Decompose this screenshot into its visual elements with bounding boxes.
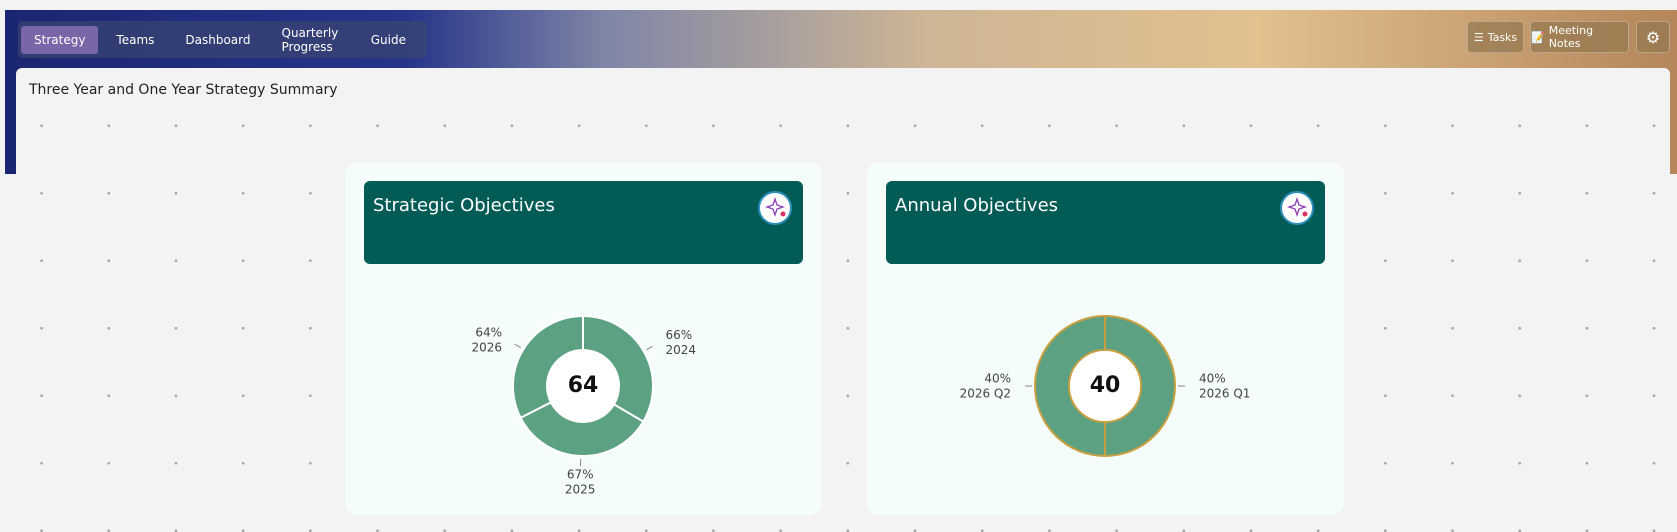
leader-line [514,343,522,349]
nav-tab[interactable]: Dashboard [185,32,251,47]
category-label: 2025 [565,482,596,496]
card-header [364,181,803,264]
card-title: Strategic Objectives [373,195,555,216]
value-label: 67% [567,467,594,481]
ai-button[interactable] [1280,191,1314,225]
donut-slice [1104,314,1176,458]
tasks-button[interactable]: ☰ Tasks [1467,21,1524,53]
ai-button[interactable] [758,191,792,225]
panel: Three Year and One Year Strategy Summary [16,68,1670,532]
meeting-notes-button[interactable]: 📝 Meeting Notes [1530,21,1629,53]
value-label: 40% [984,372,1011,386]
tasks-label: Tasks [1487,30,1518,44]
leader-line [646,345,653,351]
category-label: 2026 Q1 [1199,387,1250,401]
card-title: Annual Objectives [895,195,1058,216]
value-label: 40% [1199,372,1226,386]
donut-slice [582,314,654,424]
nav-tab[interactable]: Quarterly Progress [281,25,339,54]
settings-button[interactable]: ⚙ [1636,21,1670,53]
nav-tab[interactable]: Strategy [21,25,99,54]
card-header [886,181,1325,264]
nav: Strategy Teams Dashboard Quarterly Progress… [18,21,427,58]
value-label: 64% [475,325,502,339]
category-label: 2024 [665,343,696,357]
meeting-notes-label: Meeting Notes [1548,24,1594,50]
page-title: Three Year and One Year Strategy Summary [29,82,338,98]
donut-slice [519,400,645,457]
donut-hole [548,351,618,421]
category-label: 2026 Q2 [960,387,1011,401]
center-value: 64 [568,373,599,398]
nav-tab[interactable]: Teams [116,32,155,47]
nav-tab[interactable]: Guide [370,32,406,47]
category-label: 2026 [471,340,502,354]
ai-icon [764,196,786,218]
value-label: 66% [665,328,692,342]
center-value: 40 [1090,373,1121,398]
donut-slice [512,314,584,420]
donut-hole [1070,351,1140,421]
ai-icon-dot [1302,211,1308,217]
donut-slice [1034,314,1106,458]
ai-icon-dot [780,211,786,217]
ai-icon [1286,196,1308,218]
